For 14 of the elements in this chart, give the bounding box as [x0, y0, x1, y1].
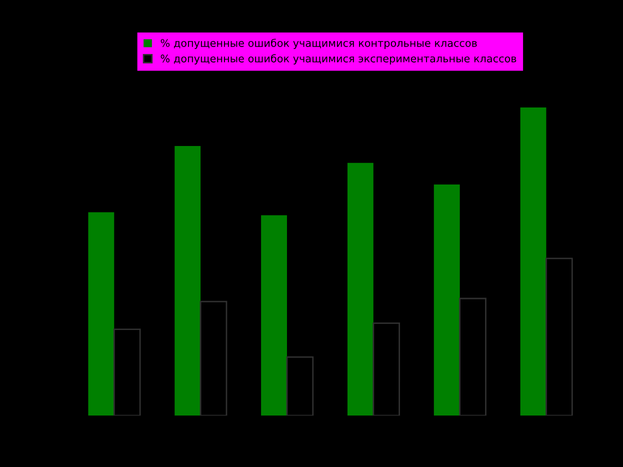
bar [347, 162, 374, 416]
bar [372, 322, 400, 416]
bar [546, 258, 573, 416]
bar [88, 212, 114, 416]
bar [286, 356, 314, 416]
bar [261, 215, 287, 416]
bar [459, 298, 486, 416]
bar [434, 184, 460, 416]
bar [174, 146, 201, 416]
bar [200, 300, 228, 416]
legend-label: % допущенные ошибок учащимися контрольные классов [160, 38, 477, 49]
bar [520, 107, 546, 416]
bar [113, 328, 141, 416]
legend-label: % допущенные ошибок учащимися экспериментальные классов [160, 54, 516, 64]
